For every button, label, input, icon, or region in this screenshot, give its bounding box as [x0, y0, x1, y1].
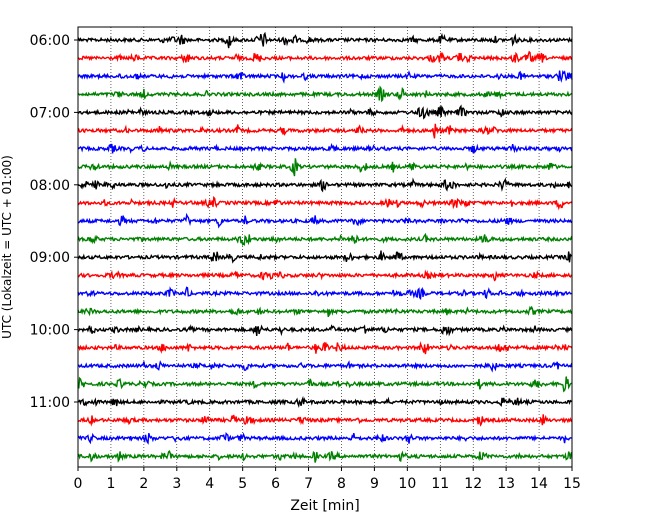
- x-tick-label: 15: [563, 476, 581, 492]
- trace-line: [77, 250, 573, 264]
- y-tick-label: 08:00: [30, 178, 70, 194]
- trace-line: [77, 31, 573, 49]
- x-tick-label: 11: [431, 476, 449, 492]
- x-tick-label: 2: [139, 476, 148, 492]
- y-axis-label: UTC (Lokalzeit = UTC + 01:00): [0, 155, 14, 339]
- x-tick-label: 6: [271, 476, 280, 492]
- x-tick-label: 0: [74, 476, 83, 492]
- x-tick-label: 12: [464, 476, 482, 492]
- x-tick-label: 10: [398, 476, 416, 492]
- trace-line: [77, 395, 573, 409]
- x-axis-label: Zeit [min]: [290, 498, 359, 514]
- trace-line: [77, 414, 573, 427]
- x-tick-label: 13: [497, 476, 515, 492]
- trace-line: [77, 85, 573, 103]
- grid-lines: [110, 27, 540, 467]
- trace-line: [77, 324, 573, 337]
- trace-line: [77, 360, 573, 373]
- trace-line: [77, 195, 573, 211]
- x-tick-label: 4: [205, 476, 214, 492]
- x-tick-label: 1: [106, 476, 115, 492]
- trace-line: [77, 286, 573, 301]
- trace-line: [77, 232, 573, 247]
- x-tick-label: 7: [304, 476, 313, 492]
- trace-line: [77, 142, 573, 155]
- x-tick-label: 14: [530, 476, 548, 492]
- plot-frame: [77, 26, 573, 468]
- trace-line: [77, 158, 573, 177]
- trace-series: [77, 31, 573, 463]
- trace-line: [77, 305, 573, 317]
- y-axis: 06:00 07:00 08:00 09:00 10:00 11:00: [30, 33, 78, 411]
- trace-line: [77, 50, 573, 64]
- x-tick-label: 3: [172, 476, 181, 492]
- y-tick-label: 06:00: [30, 33, 70, 49]
- x-axis: 0 1 2 3 4 5 6 7 8 9 10 11 12 13 14 15: [74, 467, 581, 492]
- plot-background: [78, 27, 572, 467]
- trace-line: [77, 432, 572, 445]
- y-tick-label: 11:00: [30, 395, 70, 411]
- y-tick-label: 10:00: [30, 323, 70, 339]
- trace-line: [77, 70, 573, 84]
- trace-line: [77, 104, 573, 120]
- x-tick-label: 9: [370, 476, 379, 492]
- x-tick-label: 5: [238, 476, 247, 492]
- trace-line: [77, 450, 573, 463]
- trace-line: [77, 376, 573, 393]
- trace-line: [77, 177, 573, 193]
- trace-line: [77, 341, 573, 355]
- y-tick-label: 09:00: [30, 250, 70, 266]
- trace-line: [77, 212, 573, 229]
- trace-line: [77, 123, 573, 139]
- trace-line: [77, 269, 572, 282]
- x-tick-label: 8: [337, 476, 346, 492]
- y-tick-label: 07:00: [30, 105, 70, 121]
